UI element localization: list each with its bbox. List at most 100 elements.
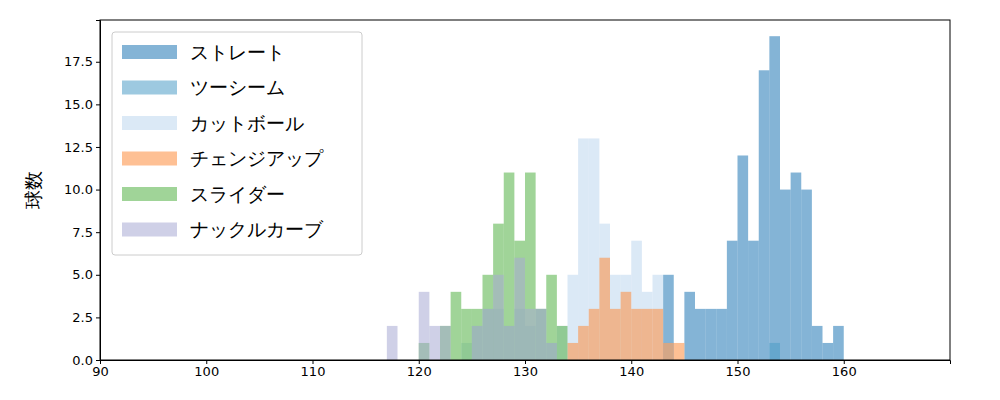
y-tick: 15.0	[64, 97, 100, 112]
hist-bar	[472, 326, 483, 360]
hist-bar	[769, 36, 780, 360]
hist-bar	[504, 326, 515, 360]
hist-bar	[589, 138, 600, 360]
legend-swatch	[122, 81, 177, 95]
x-tick: 100	[194, 360, 219, 379]
y-tick-mark	[96, 360, 100, 361]
x-tick-label: 140	[619, 364, 644, 379]
hist-bar	[684, 292, 695, 360]
x-tick-label: 110	[301, 364, 326, 379]
hist-bar	[610, 309, 621, 360]
y-tick: 2.5	[72, 310, 100, 325]
hist-bar	[493, 224, 504, 360]
x-tick-label: 120	[407, 364, 432, 379]
hist-bar	[642, 292, 653, 360]
y-tick-mark	[96, 317, 100, 318]
legend-label: ナックルカーブ	[190, 218, 324, 240]
plot-frame	[100, 20, 950, 360]
hist-bar	[621, 275, 632, 360]
y-tick-mark	[96, 104, 100, 105]
hist-bar	[568, 343, 579, 360]
hist-bar	[578, 326, 589, 360]
hist-bar	[546, 343, 557, 360]
legend-swatch	[122, 223, 177, 237]
legend-label: ストレート	[190, 41, 285, 63]
y-tick-label: 7.5	[72, 225, 93, 240]
hist-bar	[472, 326, 483, 360]
y-tick: 12.5	[64, 140, 100, 155]
hist-bar	[631, 309, 642, 360]
x-tick: 120	[407, 360, 432, 379]
x-tick-label: 130	[513, 364, 538, 379]
y-tick-mark	[96, 275, 100, 276]
hist-bar	[504, 173, 515, 360]
hist-bar	[557, 326, 568, 360]
hist-bar	[536, 309, 547, 360]
legend-label: ツーシーム	[190, 76, 285, 98]
x-axis: 90100110120130140150160	[92, 360, 950, 379]
hist-bar	[546, 275, 557, 360]
hist-bar	[663, 343, 674, 360]
hist-bar	[663, 275, 674, 360]
y-tick-label: 17.5	[64, 54, 93, 69]
hist-bar	[451, 292, 462, 360]
hist-bar	[536, 309, 547, 360]
hist-bar	[546, 343, 557, 360]
hist-bar	[674, 343, 685, 360]
y-tick-label: 5.0	[72, 267, 93, 282]
hist-bar	[642, 309, 653, 360]
hist-bar	[440, 326, 451, 360]
legend-swatch	[122, 45, 177, 59]
legend-swatch	[122, 152, 177, 166]
hist-bar	[599, 224, 610, 360]
hist-bar	[631, 241, 642, 360]
x-tick-label: 160	[832, 364, 857, 379]
legend-box	[112, 32, 362, 255]
y-tick: 0.0	[72, 353, 100, 368]
legend-label: チェンジアップ	[190, 147, 324, 169]
legend-swatch	[122, 187, 177, 201]
y-tick: 5.0	[72, 267, 100, 282]
hist-bar	[525, 173, 536, 360]
y-tick-label: 2.5	[72, 310, 93, 325]
series-bars	[769, 343, 780, 360]
hist-bar	[791, 173, 802, 360]
y-tick-label: 12.5	[64, 140, 93, 155]
hist-bar	[483, 275, 494, 360]
hist-bar	[727, 241, 738, 360]
hist-bar	[748, 241, 759, 360]
y-tick-label: 0.0	[72, 353, 93, 368]
legend-swatch	[122, 116, 177, 130]
hist-bar	[419, 292, 430, 360]
hist-bar	[483, 309, 494, 360]
hist-bar	[461, 309, 472, 360]
hist-bar	[578, 138, 589, 360]
hist-bar	[812, 326, 823, 360]
legend: ストレートツーシームカットボールチェンジアップスライダーナックルカーブ	[112, 32, 362, 255]
hist-bar	[621, 292, 632, 360]
hist-bar	[823, 343, 834, 360]
hist-bar	[514, 241, 525, 360]
hist-bar	[738, 155, 749, 360]
legend-label: カットボール	[190, 112, 304, 134]
y-tick-label: 10.0	[64, 182, 93, 197]
hist-bar	[557, 326, 568, 360]
hist-bar	[525, 309, 536, 360]
hist-bar	[706, 309, 717, 360]
hist-bar	[472, 309, 483, 360]
hist-bar	[493, 275, 504, 360]
y-axis-title: 球数	[22, 171, 44, 209]
legend-label: スライダー	[190, 183, 285, 205]
hist-bar	[716, 309, 727, 360]
hist-bar	[833, 326, 844, 360]
hist-bar	[610, 275, 621, 360]
y-axis-line	[96, 21, 101, 361]
x-tick-label: 90	[92, 364, 109, 379]
hist-bar	[440, 326, 451, 360]
hist-bar	[801, 190, 812, 360]
hist-bar	[599, 258, 610, 360]
y-tick: 17.5	[64, 54, 100, 69]
hist-bar	[769, 343, 780, 360]
hist-bar	[695, 309, 706, 360]
hist-bar	[514, 258, 525, 360]
